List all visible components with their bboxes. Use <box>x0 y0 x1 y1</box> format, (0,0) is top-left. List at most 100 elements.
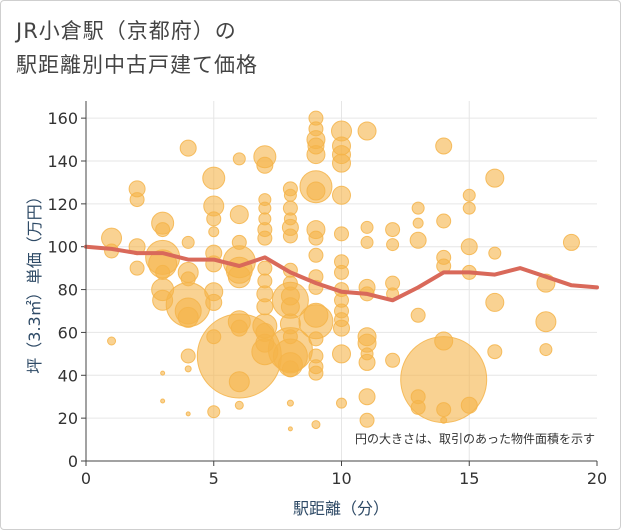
axes <box>85 101 597 462</box>
y-tick-label: 140 <box>47 152 78 171</box>
x-tick-label: 0 <box>81 469 91 488</box>
x-tick-label: 5 <box>209 469 219 488</box>
data-point <box>409 231 427 249</box>
data-point <box>303 302 329 328</box>
y-tick-label: 120 <box>47 195 78 214</box>
size-annotation: 円の大きさは、取引のあった物件面積を示す <box>355 431 595 446</box>
y-tick-label: 20 <box>58 409 78 428</box>
data-point <box>359 412 375 428</box>
x-tick-label: 15 <box>459 469 479 488</box>
x-tick-label: 20 <box>587 469 607 488</box>
data-point <box>535 311 557 333</box>
data-point <box>385 352 401 368</box>
data-point <box>460 238 478 256</box>
data-point <box>311 420 321 430</box>
data-point <box>155 264 171 280</box>
data-point <box>257 273 273 289</box>
data-point <box>152 289 174 311</box>
data-point <box>229 205 249 225</box>
data-point <box>460 396 478 414</box>
chart-title-line-2: 駅距離別中古戸建て価格 <box>16 53 258 77</box>
data-point <box>440 416 448 424</box>
data-point <box>257 230 273 246</box>
data-point <box>287 426 293 432</box>
data-point <box>280 297 300 317</box>
data-point <box>334 312 349 328</box>
chart-title: JR小倉駅（京都府）の 駅距離別中古戸建て価格 <box>16 14 258 82</box>
data-point <box>410 399 426 415</box>
data-point <box>462 188 476 202</box>
data-point <box>411 201 425 215</box>
data-point <box>181 235 195 249</box>
data-point <box>488 246 502 260</box>
data-point <box>206 211 222 227</box>
data-point <box>462 201 476 215</box>
data-point <box>436 402 452 418</box>
data-point <box>202 166 226 190</box>
data-point <box>129 260 145 276</box>
x-tick-label: 10 <box>331 469 351 488</box>
y-tick-label: 100 <box>47 238 78 257</box>
data-point <box>360 347 374 361</box>
data-point <box>360 220 374 234</box>
data-point <box>308 121 324 137</box>
data-point <box>129 192 145 208</box>
data-point <box>336 397 347 409</box>
data-point <box>160 370 166 376</box>
data-point <box>207 405 221 419</box>
data-point <box>308 247 324 263</box>
y-tick-label: 0 <box>68 452 78 471</box>
data-point <box>258 212 272 226</box>
data-point <box>306 181 326 201</box>
data-point <box>436 213 452 229</box>
data-point <box>184 365 192 373</box>
data-point <box>308 230 324 246</box>
data-point <box>308 365 324 381</box>
data-point <box>180 271 196 287</box>
data-point <box>258 201 272 215</box>
data-point <box>281 360 299 378</box>
data-point <box>255 333 275 353</box>
chart-title-line-1: JR小倉駅（京都府）の <box>16 19 237 43</box>
data-point <box>332 153 351 173</box>
data-point <box>179 139 197 157</box>
data-point <box>282 228 298 244</box>
data-point <box>485 292 505 312</box>
data-point <box>230 319 248 337</box>
data-point <box>234 400 244 410</box>
x-axis-title: 駅距離（分） <box>293 499 389 518</box>
data-point <box>282 329 298 345</box>
y-tick-label: 60 <box>58 323 78 342</box>
data-point <box>228 371 250 393</box>
data-point <box>208 226 220 238</box>
data-point <box>155 222 171 238</box>
trend-line <box>84 244 599 303</box>
data-point <box>412 217 424 229</box>
data-point <box>307 137 325 155</box>
data-point <box>332 185 351 205</box>
data-point <box>562 233 580 251</box>
y-tick-label: 40 <box>58 366 78 385</box>
y-tick-label: 80 <box>58 281 78 300</box>
data-point <box>410 307 426 323</box>
data-point <box>227 265 251 289</box>
data-point <box>358 388 376 406</box>
data-point <box>180 348 196 364</box>
data-point <box>256 156 274 174</box>
data-point <box>107 336 117 346</box>
y-axis-title: 坪（3.3㎡）単価（万円） <box>25 188 44 373</box>
data-point <box>205 293 223 311</box>
y-tick-label: 160 <box>47 109 78 128</box>
data-point <box>360 235 374 249</box>
data-point <box>177 306 199 328</box>
data-point <box>308 331 324 347</box>
data-point <box>487 344 503 360</box>
data-point <box>334 226 349 242</box>
data-point <box>232 152 246 166</box>
data-point <box>357 121 377 141</box>
data-point <box>539 343 553 357</box>
trend-line-group <box>84 244 599 303</box>
data-point <box>283 188 297 202</box>
data-point <box>334 264 349 280</box>
data-point <box>332 344 351 364</box>
